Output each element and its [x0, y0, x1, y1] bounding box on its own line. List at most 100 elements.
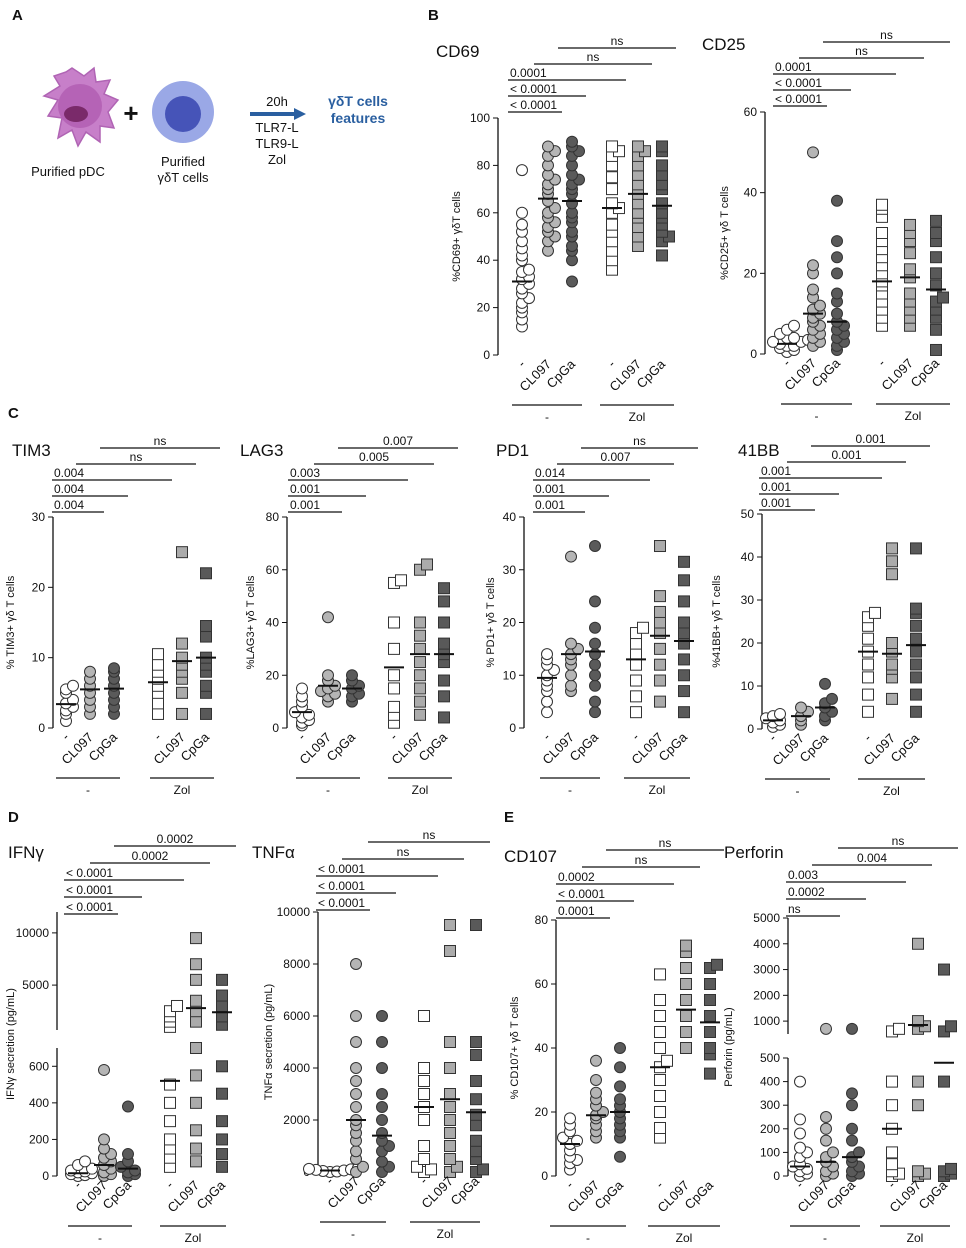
y-axis-label: IFNγ secretion (pg/mL)	[5, 988, 17, 1100]
data-point	[418, 1075, 430, 1087]
comparison-label: 0.007	[383, 434, 413, 448]
data-point	[418, 1140, 430, 1152]
comparison-label: 0.004	[54, 482, 84, 496]
data-point	[414, 642, 426, 655]
group-label: -	[351, 1227, 355, 1241]
data-point	[794, 1075, 806, 1088]
data-point	[565, 679, 577, 692]
data-point	[388, 682, 400, 695]
data-point	[541, 695, 553, 708]
group-label: -	[326, 783, 330, 797]
data-point	[190, 1015, 202, 1028]
comparison-label: 0.0002	[157, 832, 194, 846]
data-point	[589, 706, 601, 719]
data-point	[826, 692, 838, 705]
series-2	[815, 677, 838, 727]
group-label: Zol	[629, 410, 646, 424]
series-5	[652, 140, 675, 262]
data-point	[614, 1150, 626, 1163]
data-point	[516, 164, 528, 177]
data-point	[910, 688, 922, 701]
series-1	[315, 611, 341, 708]
data-point	[678, 706, 690, 719]
y-tick-label: 4000	[753, 937, 780, 951]
data-point	[216, 989, 228, 1002]
data-point	[470, 919, 482, 931]
data-point	[414, 656, 426, 669]
data-point	[930, 343, 942, 356]
data-point	[350, 1145, 362, 1158]
data-point	[910, 632, 922, 645]
y-axis-label: Perforin (pg/mL)	[723, 1007, 735, 1086]
data-point	[678, 669, 690, 682]
category-label: CpGa	[808, 355, 843, 390]
data-point	[444, 1127, 456, 1139]
data-point	[176, 707, 188, 720]
category-label: CpGa	[85, 729, 120, 764]
comparison-label: 0.0002	[788, 885, 825, 899]
panel-letter-e: E	[504, 809, 514, 826]
data-point	[862, 671, 874, 684]
category-label: CpGa	[323, 729, 358, 764]
series-4	[882, 542, 902, 705]
series-5	[934, 963, 957, 1182]
data-point	[590, 1054, 602, 1067]
data-point	[862, 632, 874, 645]
comparison-label: 0.0001	[510, 66, 547, 80]
data-point	[886, 637, 898, 649]
data-point	[788, 319, 800, 332]
data-point	[98, 1063, 110, 1076]
data-point	[376, 1101, 388, 1113]
comparison-label: ns	[635, 853, 648, 867]
data-point	[654, 627, 666, 640]
series-0	[56, 679, 79, 727]
data-point	[129, 1164, 141, 1177]
category-label: -	[386, 730, 400, 744]
data-point	[654, 1026, 666, 1038]
chart-title-lag3: LAG3	[240, 441, 283, 460]
data-point	[678, 685, 690, 698]
series-2	[104, 662, 124, 720]
category-label: -	[150, 730, 164, 744]
data-point	[630, 658, 642, 671]
data-point	[438, 674, 450, 687]
data-point	[388, 616, 400, 629]
y-tick-label: 0	[541, 1169, 548, 1183]
data-point	[164, 1096, 176, 1109]
chart-title-pd1: PD1	[496, 441, 529, 460]
data-point	[376, 1114, 388, 1126]
category-label: CpGa	[633, 356, 668, 391]
chart-title-perforin: Perforin	[724, 843, 784, 862]
data-point	[656, 197, 668, 210]
data-point	[846, 1122, 858, 1135]
data-point	[589, 637, 601, 650]
series-4	[186, 932, 206, 1168]
y-tick-label: 0	[747, 722, 754, 736]
group-label: -	[823, 1231, 827, 1245]
comparison-label: < 0.0001	[558, 887, 605, 901]
data-point	[444, 1036, 456, 1048]
category-label: -	[58, 730, 72, 744]
comparison-label: ns	[880, 28, 893, 42]
data-point	[630, 637, 642, 650]
data-point	[704, 1042, 716, 1054]
data-point	[376, 1062, 388, 1074]
data-point	[414, 708, 426, 721]
data-point	[910, 619, 922, 632]
data-point	[656, 140, 668, 153]
category-label: -	[562, 1178, 576, 1192]
series-4	[900, 218, 920, 332]
comparison-label: 0.001	[535, 482, 565, 496]
comparison-label: < 0.0001	[510, 82, 557, 96]
category-label: -	[604, 357, 618, 371]
chart-perforin: Perforin 0 100 200 300 400 500 1000 2000 3000 4000…	[723, 834, 958, 1245]
series-0	[557, 1112, 583, 1176]
series-3	[650, 968, 673, 1144]
data-point	[654, 642, 666, 655]
data-point	[912, 937, 924, 950]
data-point	[632, 140, 644, 153]
comparison-label: 0.001	[290, 482, 320, 496]
